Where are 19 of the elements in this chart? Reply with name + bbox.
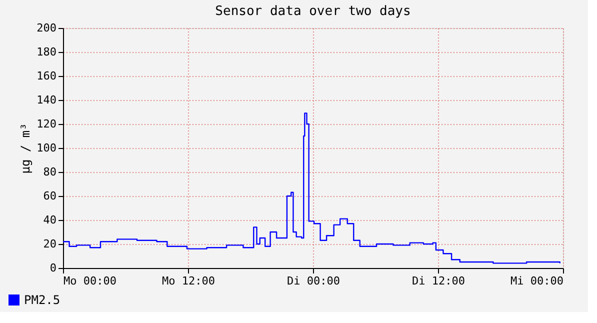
y-tick-label: 200 xyxy=(36,22,56,34)
y-tick-label: 80 xyxy=(43,166,56,178)
x-tick-label: Mo 12:00 xyxy=(162,274,215,288)
y-tick-label: 160 xyxy=(36,70,56,82)
legend-label: PM2.5 xyxy=(24,293,60,307)
x-tick-label: Di 12:00 xyxy=(412,274,465,288)
y-tick-label: 100 xyxy=(36,142,56,154)
y-tick-label: 140 xyxy=(36,94,56,106)
x-tick-label: Mo 00:00 xyxy=(64,274,116,288)
x-tick-label: Mi 00:00 xyxy=(510,274,564,288)
y-tick-label: 180 xyxy=(36,46,56,58)
y-tick-label: 60 xyxy=(43,190,56,202)
y-axis-title: µg / m³ xyxy=(18,123,33,174)
x-tick-label: Di 00:00 xyxy=(287,274,340,288)
chart-title: Sensor data over two days xyxy=(215,4,411,19)
y-tick-label: 40 xyxy=(43,214,56,226)
y-tick-label: 120 xyxy=(36,118,56,130)
y-tick-label: 20 xyxy=(43,238,56,250)
y-tick-label: 0 xyxy=(50,262,56,274)
